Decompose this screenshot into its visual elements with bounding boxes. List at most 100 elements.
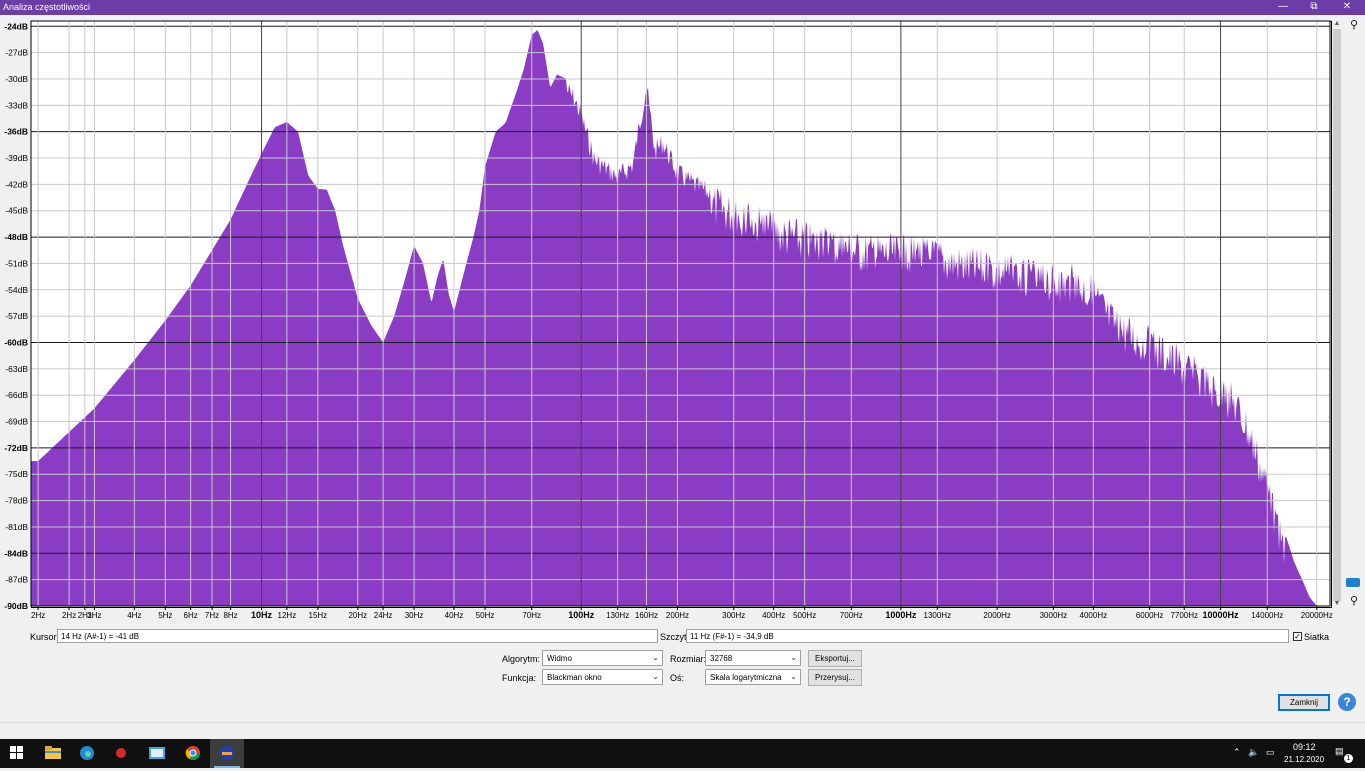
y-tick-label: -51dB <box>5 258 28 268</box>
y-tick-label: -45dB <box>5 206 28 216</box>
x-tick-label: 40Hz <box>445 611 464 620</box>
audacity-icon[interactable] <box>210 739 244 768</box>
y-tick-label: -48dB <box>4 232 28 242</box>
x-tick-label: 24Hz <box>374 611 393 620</box>
x-tick-label: 1000Hz <box>885 610 917 620</box>
x-tick-label: 15Hz <box>309 611 328 620</box>
function-select[interactable]: Blackman okno ⌄ <box>542 669 663 685</box>
y-tick-label: -90dB <box>4 601 28 611</box>
y-tick-label: -87dB <box>5 575 28 585</box>
axis-label: Oś: <box>670 673 685 683</box>
x-tick-label: 5Hz <box>158 611 172 620</box>
y-tick-label: -69dB <box>5 417 28 427</box>
tray-chevron-up-icon[interactable]: ⌃ <box>1233 747 1241 757</box>
x-tick-label: 30Hz <box>405 611 424 620</box>
function-value: Blackman okno <box>547 673 602 682</box>
algorithm-select[interactable]: Widmo ⌄ <box>542 650 663 666</box>
status-divider <box>0 722 1365 723</box>
y-tick-label: -84dB <box>4 548 28 558</box>
x-tick-label: 8Hz <box>223 611 237 620</box>
axis-value: Skala logarytmiczna <box>710 673 782 682</box>
y-tick-label: -42dB <box>5 179 28 189</box>
window-titlebar: Analiza częstotliwości — ⧉ ✕ <box>0 0 1365 15</box>
window-title: Analiza częstotliwości <box>3 2 91 12</box>
y-tick-label: -75dB <box>5 469 28 479</box>
y-tick-label: -39dB <box>5 153 28 163</box>
x-tick-label: 1300Hz <box>924 611 952 620</box>
help-button[interactable]: ? <box>1338 693 1356 711</box>
vertical-scrollbar[interactable]: ▲ ▼ <box>1331 19 1343 609</box>
x-tick-label: 3000Hz <box>1040 611 1068 620</box>
x-tick-label: 20Hz <box>348 611 367 620</box>
y-tick-label: -54dB <box>5 285 28 295</box>
y-tick-label: -57dB <box>5 311 28 321</box>
start-icon[interactable] <box>0 739 34 768</box>
scroll-up-arrow-icon[interactable]: ▲ <box>1333 20 1341 27</box>
maximize-button[interactable]: ⧉ <box>1310 1 1318 12</box>
x-tick-label: 2Hz <box>62 611 76 620</box>
chevron-down-icon: ⌄ <box>790 672 797 681</box>
x-tick-label: 4Hz <box>127 611 141 620</box>
x-tick-label: 160Hz <box>635 611 658 620</box>
y-tick-label: -24dB <box>4 21 28 31</box>
x-tick-label: 7Hz <box>205 611 219 620</box>
x-tick-label: 2Hz <box>31 611 45 620</box>
x-tick-label: 14000Hz <box>1251 611 1283 620</box>
zoom-slider-handle[interactable] <box>1346 578 1360 587</box>
peak-readout: 11 Hz (F#-1) = -34,9 dB <box>686 629 1289 643</box>
chevron-down-icon: ⌄ <box>790 653 797 662</box>
x-tick-label: 130Hz <box>606 611 629 620</box>
x-tick-label: 6Hz <box>184 611 198 620</box>
size-select[interactable]: 32768 ⌄ <box>705 650 801 666</box>
x-tick-label: 700Hz <box>840 611 863 620</box>
chevron-down-icon: ⌄ <box>652 672 659 681</box>
close-window-button[interactable]: ✕ <box>1342 1 1352 12</box>
x-tick-label: 2000Hz <box>983 611 1011 620</box>
y-tick-label: -78dB <box>5 496 28 506</box>
x-tick-label: 3Hz <box>87 611 101 620</box>
y-tick-label: -66dB <box>5 390 28 400</box>
y-tick-label: -81dB <box>5 522 28 532</box>
edge-icon[interactable] <box>70 739 104 768</box>
scroll-down-arrow-icon[interactable]: ▼ <box>1333 600 1341 607</box>
file-explorer-icon[interactable] <box>36 739 70 768</box>
zoom-in-icon[interactable]: ⚲ <box>1349 19 1359 31</box>
cursor-readout: 14 Hz (A#-1) = -41 dB <box>57 629 658 643</box>
plot-frame <box>30 20 1331 607</box>
x-tick-label: 50Hz <box>476 611 495 620</box>
network-icon[interactable]: ▭ <box>1266 747 1275 757</box>
close-dialog-button[interactable]: Zamknij <box>1278 694 1330 711</box>
mail-app-icon[interactable] <box>140 739 174 768</box>
y-tick-label: -60dB <box>4 337 28 347</box>
redraw-button[interactable]: Przerysuj... <box>808 669 862 686</box>
minimize-button[interactable]: — <box>1278 1 1288 12</box>
y-tick-label: -36dB <box>4 127 28 137</box>
volume-icon[interactable]: 🔈 <box>1248 747 1260 757</box>
taskbar: ⌃ 🔈 ▭ 09:12 21.12.2020 ▤ 1 <box>0 739 1365 768</box>
x-tick-label: 200Hz <box>666 611 689 620</box>
notification-icon[interactable]: ▤ <box>1335 746 1344 756</box>
y-tick-label: -27dB <box>5 48 28 58</box>
clock-date[interactable]: 21.12.2020 <box>1284 755 1325 764</box>
chrome-icon[interactable] <box>176 739 210 768</box>
grid-checkbox-label[interactable]: Siatka <box>1304 632 1330 642</box>
chevron-down-icon: ⌄ <box>652 653 659 662</box>
algorithm-value: Widmo <box>547 654 572 663</box>
spectrum-plot[interactable]: -24dB -27dB -30dB -33dB -36dB -39dB -42dB -45dB… <box>0 0 1365 630</box>
zoom-out-icon[interactable]: ⚲ <box>1349 595 1359 607</box>
y-tick-label: -33dB <box>5 100 28 110</box>
function-label: Funkcja: <box>502 673 537 683</box>
x-tick-label: 400Hz <box>762 611 785 620</box>
x-tick-label: 2Hz <box>78 611 92 620</box>
size-label: Rozmiar: <box>670 654 707 664</box>
export-button[interactable]: Eksportuj... <box>808 650 862 667</box>
ant-app-icon[interactable] <box>104 739 138 768</box>
clock-time[interactable]: 09:12 <box>1293 742 1316 752</box>
y-tick-label: -30dB <box>5 74 28 84</box>
scrollbar-track[interactable] <box>1333 29 1341 601</box>
grid-checkbox[interactable]: ✓ <box>1293 632 1302 641</box>
y-tick-label: -72dB <box>4 443 28 453</box>
x-tick-label: 500Hz <box>793 611 816 620</box>
axis-select[interactable]: Skala logarytmiczna ⌄ <box>705 669 801 685</box>
x-tick-label: 6000Hz <box>1136 611 1164 620</box>
